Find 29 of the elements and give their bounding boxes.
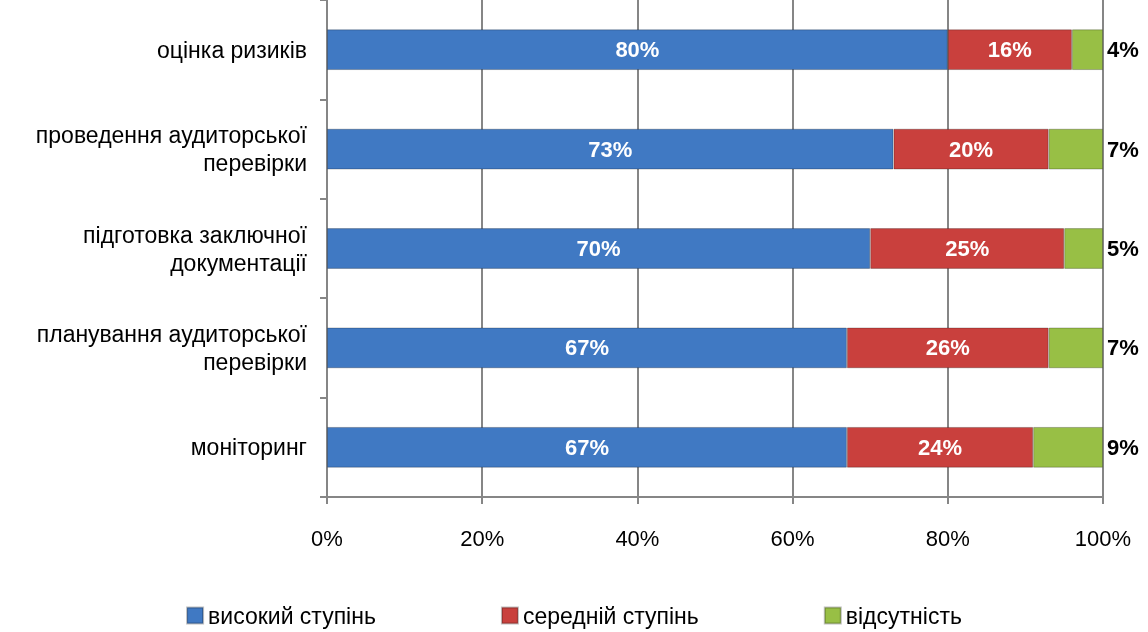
data-label: 73% bbox=[588, 136, 633, 162]
data-label: 4% bbox=[1107, 37, 1139, 63]
legend-label: відсутність bbox=[845, 602, 962, 629]
data-label: 70% bbox=[576, 236, 621, 261]
x-tick-label: 40% bbox=[615, 525, 660, 551]
data-label: 80% bbox=[615, 37, 660, 63]
x-tick-label: 0% bbox=[311, 525, 343, 551]
legend-label: високий ступінь bbox=[208, 602, 376, 629]
y-tick-label: планування аудиторської перевірки bbox=[36, 320, 308, 375]
y-tick-label: проведення аудиторської перевірки bbox=[35, 122, 308, 177]
data-label: 7% bbox=[1107, 335, 1139, 361]
data-label: 20% bbox=[949, 136, 994, 162]
data-label: 9% bbox=[1107, 434, 1139, 460]
data-label: 26% bbox=[925, 335, 970, 361]
x-tick-label: 100% bbox=[1074, 525, 1132, 551]
y-tick-label: підготовка заключної документації bbox=[83, 221, 308, 276]
y-tick-label: моніторинг bbox=[190, 434, 307, 461]
x-tick-label: 20% bbox=[460, 525, 505, 551]
data-label: 5% bbox=[1107, 236, 1139, 261]
y-tick-label: оцінка ризиків bbox=[157, 36, 307, 63]
legend-label: середній ступінь bbox=[522, 602, 699, 629]
data-label: 67% bbox=[564, 335, 609, 361]
x-tick-label: 60% bbox=[770, 525, 815, 551]
data-label: 25% bbox=[945, 236, 990, 261]
data-label: 7% bbox=[1107, 136, 1139, 162]
data-label: 24% bbox=[918, 434, 963, 460]
data-label: 67% bbox=[564, 434, 609, 460]
data-label: 16% bbox=[987, 37, 1032, 63]
x-tick-label: 80% bbox=[925, 525, 970, 551]
